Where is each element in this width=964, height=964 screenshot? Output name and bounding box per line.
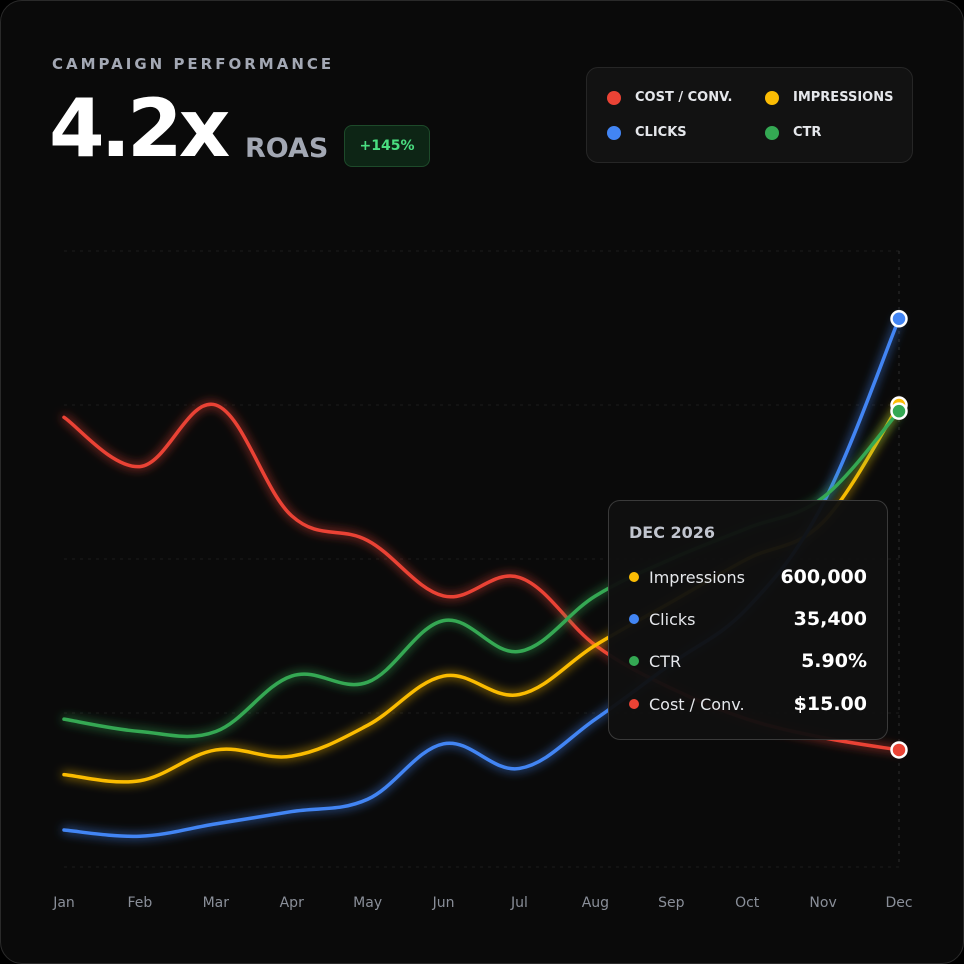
tooltip-label-impressions: Impressions [649, 567, 745, 587]
x-tick-label: Mar [203, 895, 230, 911]
x-tick-label: Oct [735, 895, 760, 911]
legend-label-cost: COST / CONV. [635, 90, 733, 105]
tooltip-row-clicks: Clicks 35,400 [629, 607, 867, 631]
tooltip-label-ctr: CTR [649, 651, 682, 671]
roas-unit: ROAS [245, 133, 329, 164]
x-tick-label: Dec [885, 895, 912, 911]
legend-dot-impressions [765, 90, 779, 105]
tooltip-dot-ctr [629, 656, 639, 666]
legend-item-cost[interactable]: COST / CONV. [607, 90, 732, 105]
tooltip-row-cost: Cost / Conv. $15.00 [629, 692, 867, 716]
x-tick-label: Apr [280, 895, 304, 911]
x-tick-label: Jan [52, 895, 75, 911]
legend-item-clicks[interactable]: CLICKS [607, 125, 687, 140]
data-point-cost-conv[interactable] [890, 741, 908, 759]
tooltip-value-impressions: 600,000 [780, 566, 867, 588]
x-tick-label: Feb [128, 895, 153, 911]
x-tick-label: Nov [809, 895, 836, 911]
legend-item-impressions[interactable]: IMPRESSIONS [765, 90, 893, 105]
legend-item-ctr[interactable]: CTR [765, 125, 821, 140]
x-tick-label: Jul [510, 895, 528, 911]
legend-dot-cost [607, 90, 621, 105]
tooltip-dot-cost [629, 699, 639, 709]
change-badge: +145% [344, 125, 430, 167]
legend-dot-clicks [607, 125, 621, 140]
x-tick-label: May [353, 895, 382, 911]
tooltip-value-cost: $15.00 [793, 693, 867, 715]
tooltip-row-ctr: CTR 5.90% [629, 649, 867, 673]
tooltip: DEC 2026 Impressions 600,000 Clicks 35,4… [608, 500, 888, 740]
legend-dot-ctr [765, 125, 779, 140]
tooltip-label-clicks: Clicks [649, 609, 696, 629]
legend-label-impressions: IMPRESSIONS [793, 90, 894, 105]
legend-label-ctr: CTR [793, 125, 822, 140]
roas-value: 4.2x [49, 82, 230, 175]
tooltip-title: DEC 2026 [629, 523, 716, 542]
tooltip-label-cost: Cost / Conv. [649, 694, 745, 714]
x-tick-label: Sep [658, 895, 685, 911]
tooltip-dot-clicks [629, 614, 639, 624]
tooltip-value-clicks: 35,400 [793, 608, 867, 630]
x-tick-label: Jun [432, 895, 455, 911]
chart-kicker: CAMPAIGN PERFORMANCE [52, 55, 335, 73]
legend-label-clicks: CLICKS [635, 125, 687, 140]
grid-lines [64, 250, 900, 868]
tooltip-value-ctr: 5.90% [801, 650, 867, 672]
data-point-ctr[interactable] [890, 402, 908, 420]
x-axis-labels: Jan Feb Mar Apr May Jun Jul Aug Sep Oct Nov Dec [52, 895, 912, 911]
legend: COST / CONV. IMPRESSIONS CLICKS CTR [586, 67, 913, 163]
tooltip-dot-impressions [629, 572, 639, 582]
data-point-clicks[interactable] [890, 310, 908, 328]
x-tick-label: Aug [582, 895, 609, 911]
highlight-points [890, 310, 908, 759]
tooltip-row-impressions: Impressions 600,000 [629, 565, 867, 589]
